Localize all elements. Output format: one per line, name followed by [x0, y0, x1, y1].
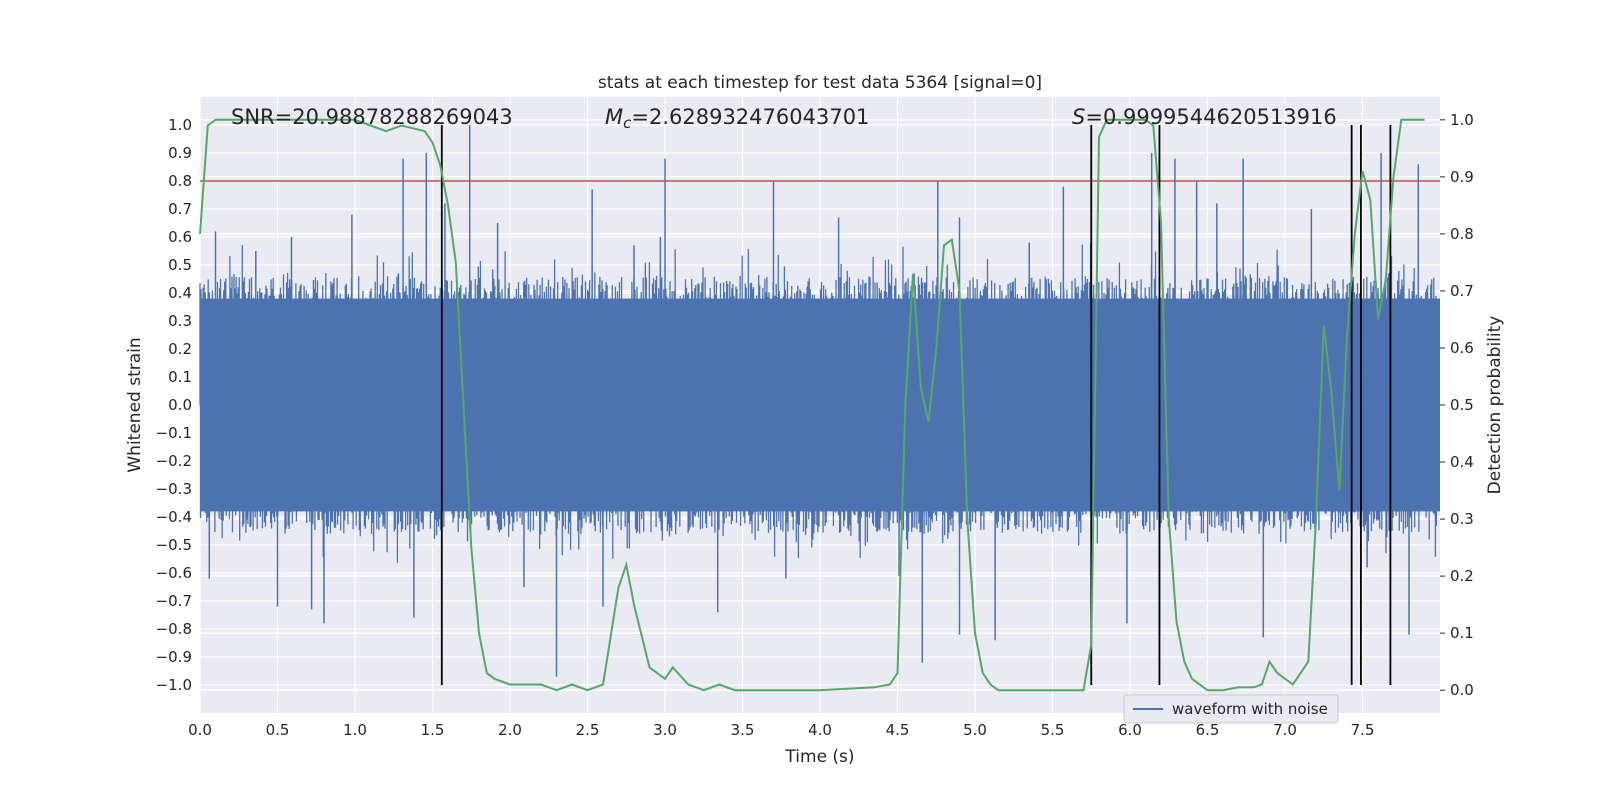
y2-tick-label-10: 0.0 — [1450, 681, 1474, 699]
y2-tick-label-2: 0.8 — [1450, 225, 1474, 243]
y-tick-label-12: −0.2 — [156, 452, 192, 470]
y-tick-label-9: 0.1 — [168, 368, 192, 386]
y-tick-label-13: −0.3 — [156, 480, 192, 498]
snr-annotation: SNR=20.98878288269043 — [231, 105, 513, 129]
y-tick-label-10: 0.0 — [168, 396, 192, 414]
y-tick-label-17: −0.7 — [156, 592, 192, 610]
y2-tick-label-3: 0.7 — [1450, 282, 1474, 300]
y-tick-label-0: 1.0 — [168, 116, 192, 134]
x-tick-label-10: 5.0 — [963, 721, 987, 739]
statistic-symbol: S — [1072, 105, 1085, 129]
detection-probability-series — [199, 118, 1425, 692]
statistic-annotation: S=0.9999544620513916 — [1072, 105, 1337, 129]
y2-tick-label-7: 0.3 — [1450, 510, 1474, 528]
statistic-value: =0.9999544620513916 — [1085, 105, 1336, 129]
y-tick-label-4: 0.6 — [168, 228, 192, 246]
chirp-mass-value: =2.628932476043701 — [631, 105, 869, 129]
y2-tick-label-5: 0.5 — [1450, 396, 1474, 414]
chart-title: stats at each timestep for test data 536… — [598, 73, 1042, 93]
x-tick-label-14: 7.0 — [1273, 721, 1297, 739]
x-tick-label-12: 6.0 — [1118, 721, 1142, 739]
y-tick-label-14: −0.4 — [156, 508, 192, 526]
x-tick-label-3: 1.5 — [421, 721, 445, 739]
y2-tick-label-8: 0.2 — [1450, 567, 1474, 585]
x-axis-label: Time (s) — [784, 747, 854, 767]
y2-tick-label-1: 0.9 — [1450, 168, 1474, 186]
y-tick-label-3: 0.7 — [168, 200, 192, 218]
y-tick-label-8: 0.2 — [168, 340, 192, 358]
x-tick-label-13: 6.5 — [1196, 721, 1220, 739]
x-tick-label-8: 4.0 — [808, 721, 832, 739]
y-tick-label-20: −1.0 — [156, 676, 192, 694]
y-tick-label-2: 0.8 — [168, 172, 192, 190]
x-tick-label-0: 0.0 — [188, 721, 212, 739]
x-tick-label-5: 2.5 — [576, 721, 600, 739]
y-ticks: 1.0 0.9 0.8 0.7 0.6 0.5 0.4 0.3 0.2 0.1 0.0 −0.1 −0.… — [156, 116, 192, 694]
legend: waveform with noise — [1123, 694, 1339, 724]
x-tick-label-4: 2.0 — [498, 721, 522, 739]
x-tick-label-9: 4.5 — [886, 721, 910, 739]
x-tick-label-11: 5.5 — [1041, 721, 1065, 739]
y-tick-label-11: −0.1 — [156, 424, 192, 442]
y2-ticks: 1.0 0.9 0.8 0.7 0.6 0.5 0.4 0.3 0.2 0.1 0.0 — [1440, 111, 1474, 699]
x-tick-label-1: 0.5 — [266, 721, 290, 739]
y2-axis-label: Detection probability — [1485, 316, 1505, 495]
y-tick-label-19: −0.9 — [156, 648, 192, 666]
y-axis-label: Whitened strain — [125, 337, 145, 472]
legend-box — [1123, 694, 1339, 724]
x-tick-label-2: 1.0 — [343, 721, 367, 739]
y-tick-label-1: 0.9 — [168, 144, 192, 162]
y-tick-label-7: 0.3 — [168, 312, 192, 330]
chirp-mass-subscript: c — [623, 114, 632, 132]
x-ticks: 0.0 0.5 1.0 1.5 2.0 2.5 3.0 3.5 4.0 4.5 5.0 5.5 6.0 6… — [188, 721, 1374, 739]
y2-tick-label-4: 0.6 — [1450, 339, 1474, 357]
legend-label-waveform: waveform with noise — [1172, 700, 1328, 718]
y-tick-label-18: −0.8 — [156, 620, 192, 638]
y-tick-label-16: −0.6 — [156, 564, 192, 582]
y2-tick-label-9: 0.1 — [1450, 624, 1474, 642]
y2-tick-label-6: 0.4 — [1450, 453, 1474, 471]
chirp-mass-symbol: M — [605, 105, 623, 129]
x-tick-label-15: 7.5 — [1351, 721, 1375, 739]
waveform-core — [200, 298, 1440, 512]
x-tick-label-7: 3.5 — [731, 721, 755, 739]
chirp-mass-annotation: Mc=2.628932476043701 — [605, 105, 869, 132]
waveform-with-noise-series — [199, 125, 1440, 677]
y-tick-label-15: −0.5 — [156, 536, 192, 554]
x-tick-label-6: 3.0 — [653, 721, 677, 739]
y2-tick-label-0: 1.0 — [1450, 111, 1474, 129]
y-tick-label-6: 0.4 — [168, 284, 192, 302]
y-tick-label-5: 0.5 — [168, 256, 192, 274]
